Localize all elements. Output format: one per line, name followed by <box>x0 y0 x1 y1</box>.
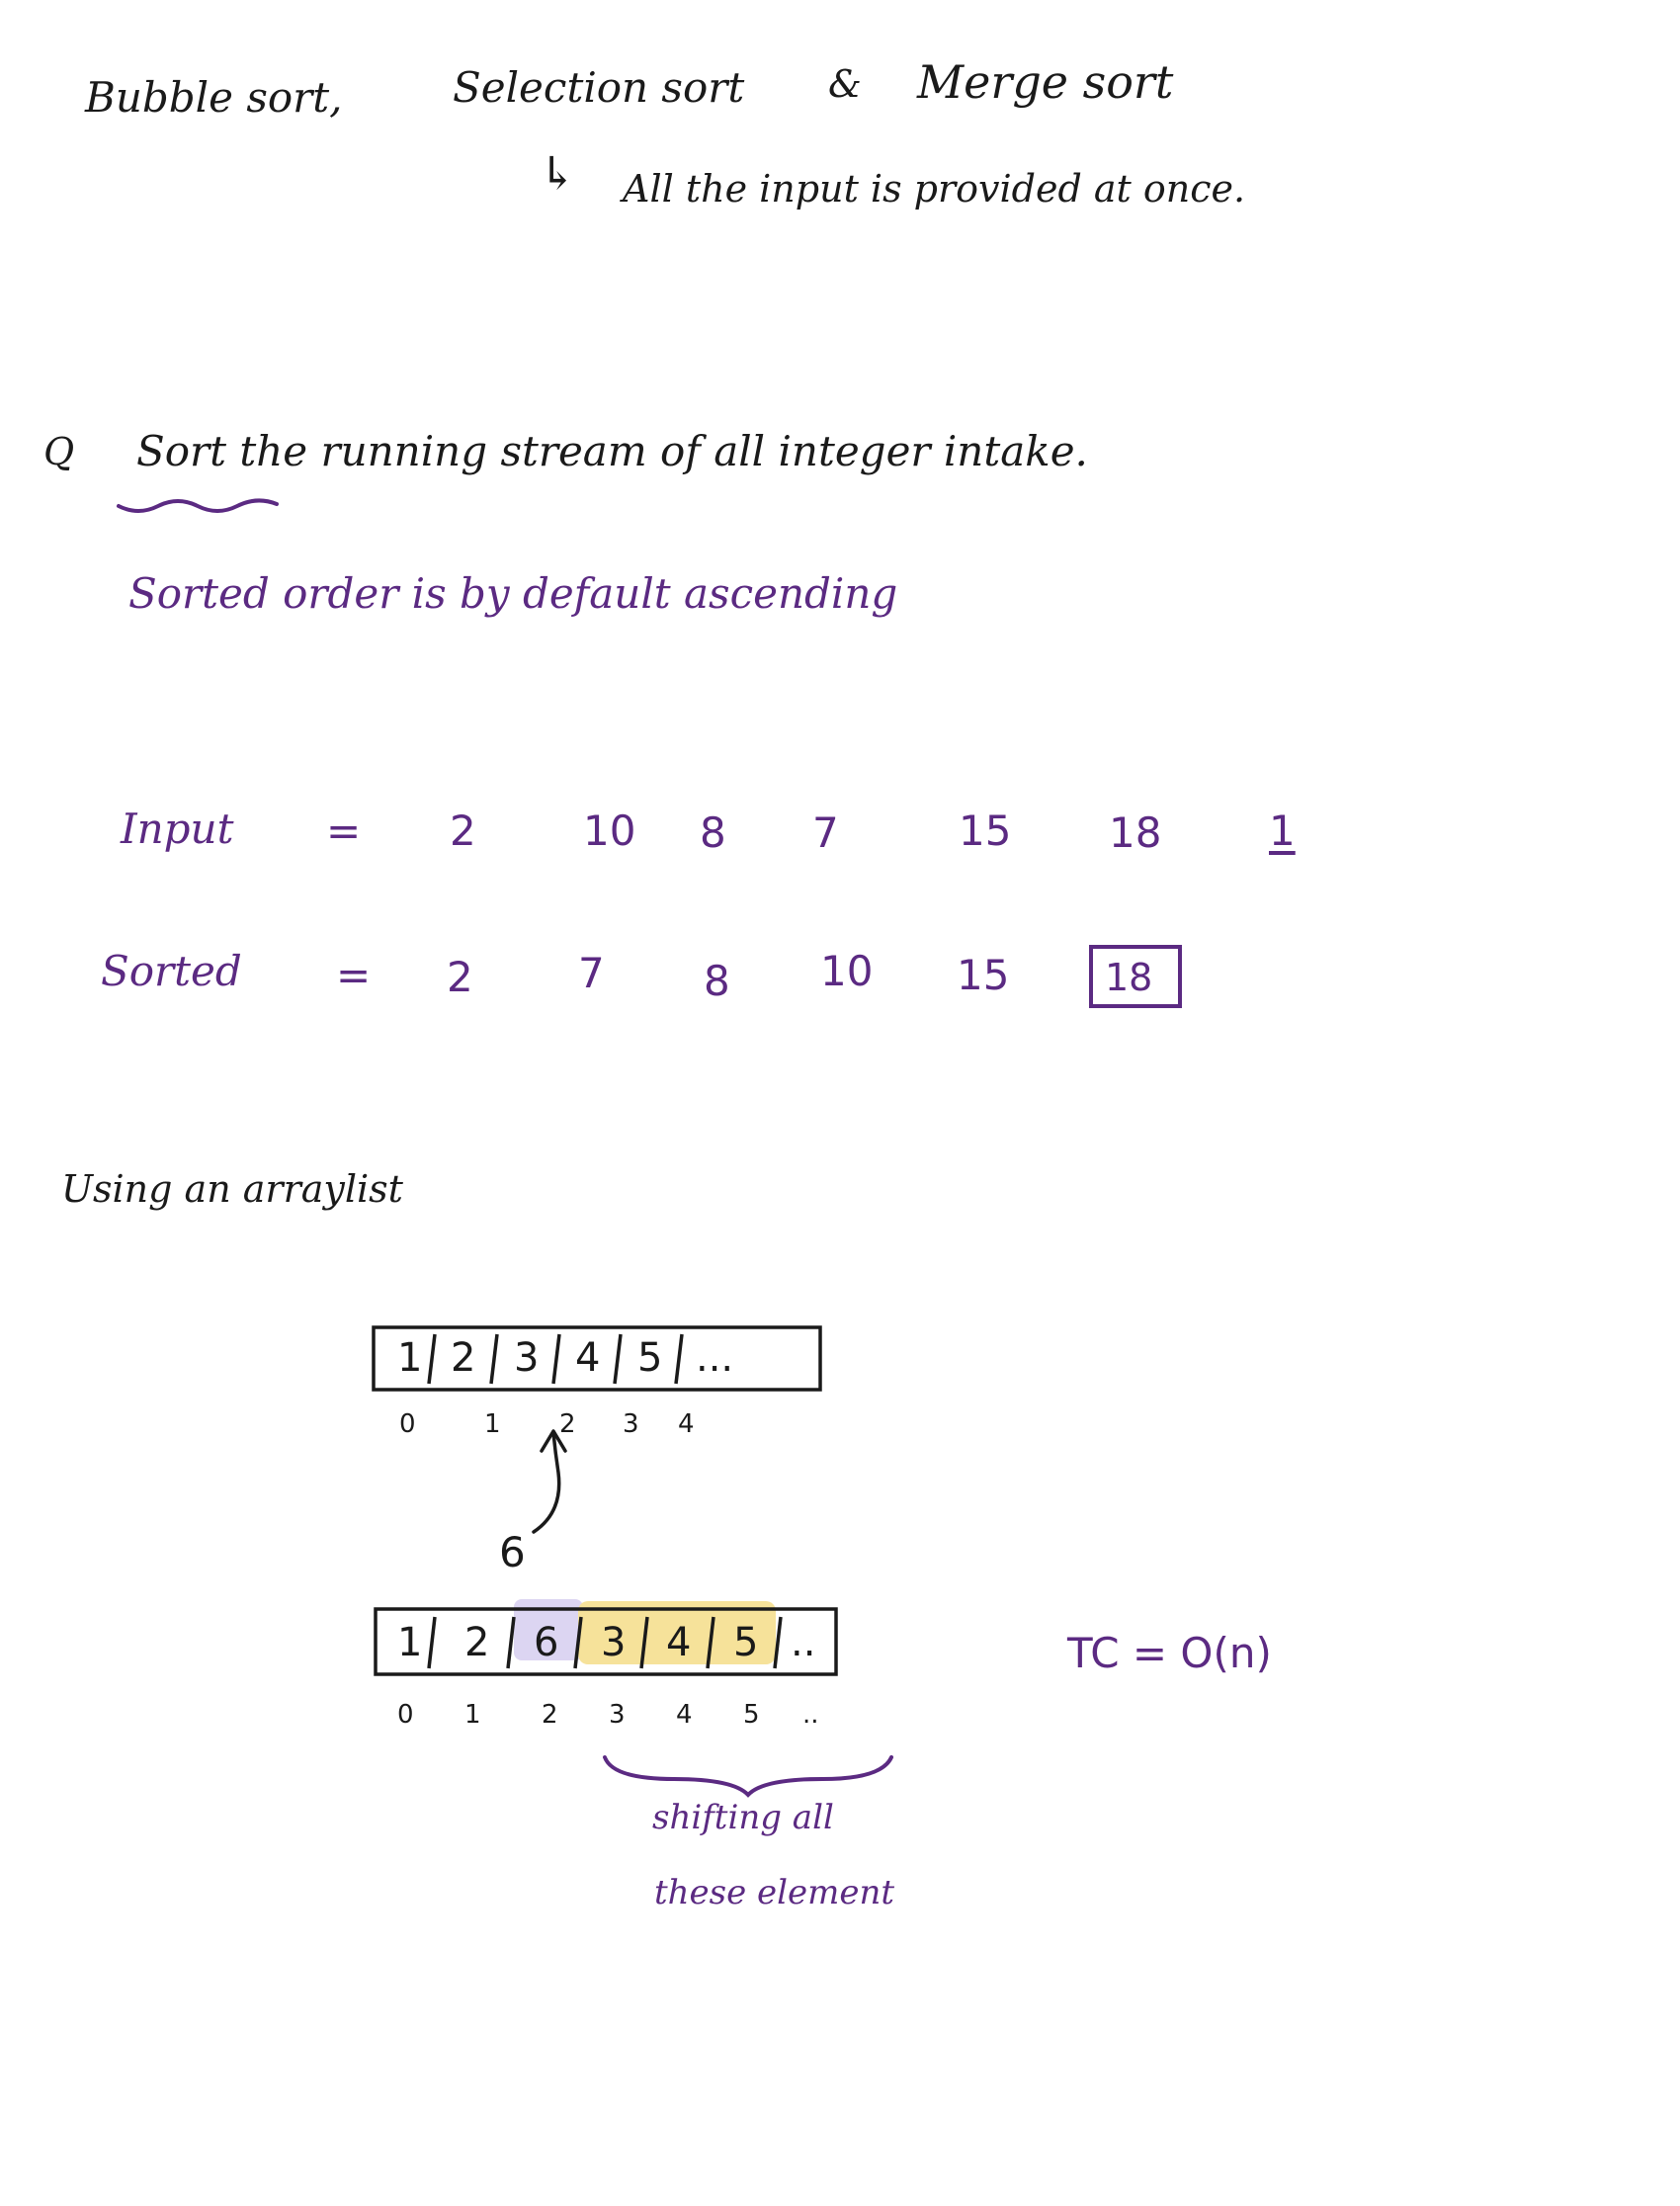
header-selection-sort: Selection sort <box>453 63 745 112</box>
sorted-equals: = <box>336 951 372 999</box>
insert-arrow <box>532 1431 561 1534</box>
array2-index: 2 <box>542 1700 558 1730</box>
header-arrow: ↳ <box>539 146 577 200</box>
array2-index: 3 <box>609 1700 626 1730</box>
header-all-input-note: All the input is provided at once. <box>623 167 1246 211</box>
input-value-latest: 1 <box>1269 806 1296 855</box>
shift-note-line1: shifting all <box>652 1798 834 1837</box>
sorted-label: Sorted <box>101 947 242 995</box>
header-ampersand: & <box>828 62 862 106</box>
method-label: Using an arraylist <box>61 1167 403 1211</box>
sorted-value: 10 <box>820 947 874 995</box>
input-value: 2 <box>450 806 476 855</box>
highlight-lilac-new-cell <box>514 1599 583 1660</box>
array2-cell-shifted: 4 <box>666 1620 692 1665</box>
sorted-value: 15 <box>957 951 1010 999</box>
array1-cell: 5 <box>637 1335 663 1381</box>
shift-note-line2: these element <box>654 1873 895 1912</box>
array1-index: 3 <box>623 1409 639 1439</box>
sort-underline-squiggle <box>117 498 279 513</box>
highlight-box-18 <box>1089 945 1182 1008</box>
time-complexity: TC = O(n) <box>1067 1629 1272 1677</box>
input-value: 10 <box>583 806 636 855</box>
array1-outline <box>372 1325 822 1392</box>
array1-cell: 3 <box>514 1335 540 1381</box>
input-label: Input <box>121 805 234 853</box>
array1-cell: ... <box>696 1335 734 1381</box>
array1-index: 0 <box>399 1409 416 1439</box>
array1-cell: 1 <box>397 1335 423 1381</box>
sorted-value: 8 <box>704 957 730 1005</box>
array2-cell-shifted: 5 <box>733 1620 759 1665</box>
array1-cell: 2 <box>451 1335 476 1381</box>
array1-index: 4 <box>678 1409 695 1439</box>
array2-cell: 2 <box>464 1620 490 1665</box>
array2-index: 5 <box>743 1700 760 1730</box>
shift-brace <box>603 1755 893 1798</box>
input-equals: = <box>326 806 362 855</box>
array1-cell: 4 <box>575 1335 601 1381</box>
header-bubble-sort: Bubble sort, <box>85 73 343 122</box>
question-marker: Q <box>43 430 75 473</box>
array2-index: .. <box>802 1700 819 1730</box>
array1-index: 2 <box>559 1409 576 1439</box>
array2-index: 0 <box>397 1700 414 1730</box>
highlight-yellow-shifted-cells <box>578 1601 776 1664</box>
input-value: 8 <box>700 808 726 857</box>
array1-index: 1 <box>484 1409 501 1439</box>
sorted-value: 7 <box>578 949 605 997</box>
array2-cell: 1 <box>397 1620 423 1665</box>
array2-cell-shifted: 3 <box>601 1620 627 1665</box>
array2-index: 1 <box>464 1700 481 1730</box>
sorted-value: 2 <box>447 953 473 1001</box>
array2-cell: .. <box>791 1620 816 1665</box>
input-value: 15 <box>959 806 1012 855</box>
input-value: 18 <box>1109 808 1162 857</box>
question-text: Sort the running stream of all integer i… <box>136 427 1088 475</box>
input-value: 7 <box>812 808 839 857</box>
sorted-value-boxed: 18 <box>1105 956 1153 999</box>
array2-cell-inserted: 6 <box>534 1620 559 1665</box>
sorted-order-note: Sorted order is by default ascending <box>128 569 898 618</box>
array2-index: 4 <box>676 1700 693 1730</box>
array2-outline <box>374 1607 838 1676</box>
header-merge-sort: Merge sort <box>917 55 1174 109</box>
insert-value: 6 <box>499 1528 526 1576</box>
